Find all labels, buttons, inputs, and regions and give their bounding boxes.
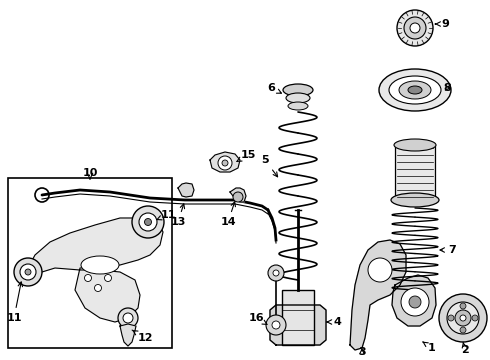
- Circle shape: [448, 315, 454, 321]
- Polygon shape: [178, 183, 194, 197]
- Text: 2: 2: [461, 342, 469, 355]
- Polygon shape: [350, 240, 406, 350]
- Circle shape: [272, 321, 280, 329]
- Polygon shape: [230, 188, 246, 202]
- Text: 12: 12: [132, 330, 153, 343]
- Circle shape: [222, 160, 228, 166]
- Text: 7: 7: [440, 245, 456, 255]
- Ellipse shape: [391, 193, 439, 207]
- Ellipse shape: [379, 69, 451, 111]
- Text: 6: 6: [267, 83, 281, 93]
- Text: 11: 11: [157, 210, 176, 220]
- Circle shape: [447, 302, 479, 334]
- Polygon shape: [392, 275, 436, 326]
- Circle shape: [439, 294, 487, 342]
- Bar: [282, 290, 314, 345]
- Circle shape: [455, 310, 471, 326]
- Text: 13: 13: [171, 204, 186, 227]
- Ellipse shape: [399, 81, 431, 99]
- Text: 10: 10: [82, 168, 98, 178]
- Circle shape: [95, 284, 101, 292]
- Text: 8: 8: [443, 83, 451, 93]
- Polygon shape: [270, 305, 326, 345]
- Circle shape: [404, 17, 426, 39]
- Circle shape: [472, 315, 478, 321]
- Ellipse shape: [288, 102, 308, 110]
- Circle shape: [14, 258, 42, 286]
- Circle shape: [145, 219, 151, 225]
- Circle shape: [409, 296, 421, 308]
- Circle shape: [104, 274, 112, 282]
- Circle shape: [20, 264, 36, 280]
- Circle shape: [25, 269, 31, 275]
- Polygon shape: [28, 218, 163, 322]
- Text: 3: 3: [358, 347, 366, 357]
- Text: 1: 1: [423, 342, 436, 353]
- Circle shape: [233, 192, 243, 202]
- Circle shape: [132, 206, 164, 238]
- Circle shape: [118, 308, 138, 328]
- Circle shape: [410, 23, 420, 33]
- Circle shape: [218, 156, 232, 170]
- Circle shape: [84, 274, 92, 282]
- Circle shape: [123, 313, 133, 323]
- Ellipse shape: [389, 76, 441, 104]
- Text: 14: 14: [220, 202, 236, 227]
- Ellipse shape: [394, 139, 436, 151]
- Text: 5: 5: [261, 155, 278, 177]
- Circle shape: [460, 327, 466, 333]
- Ellipse shape: [286, 93, 310, 103]
- Circle shape: [139, 213, 157, 231]
- Polygon shape: [210, 152, 240, 172]
- Circle shape: [460, 315, 466, 321]
- Text: 9: 9: [436, 19, 449, 29]
- Text: 16: 16: [248, 313, 267, 324]
- Circle shape: [401, 288, 429, 316]
- Circle shape: [268, 265, 284, 281]
- Circle shape: [460, 303, 466, 309]
- Ellipse shape: [81, 256, 119, 274]
- Circle shape: [266, 315, 286, 335]
- Circle shape: [273, 270, 279, 276]
- Bar: [8, 178, 172, 348]
- Ellipse shape: [408, 86, 422, 94]
- Circle shape: [397, 10, 433, 46]
- Bar: [395, 145, 435, 200]
- Polygon shape: [120, 324, 136, 346]
- Text: 4: 4: [327, 317, 341, 327]
- Text: 11: 11: [6, 282, 23, 323]
- Ellipse shape: [283, 84, 313, 96]
- Text: 15: 15: [237, 150, 256, 161]
- Circle shape: [368, 258, 392, 282]
